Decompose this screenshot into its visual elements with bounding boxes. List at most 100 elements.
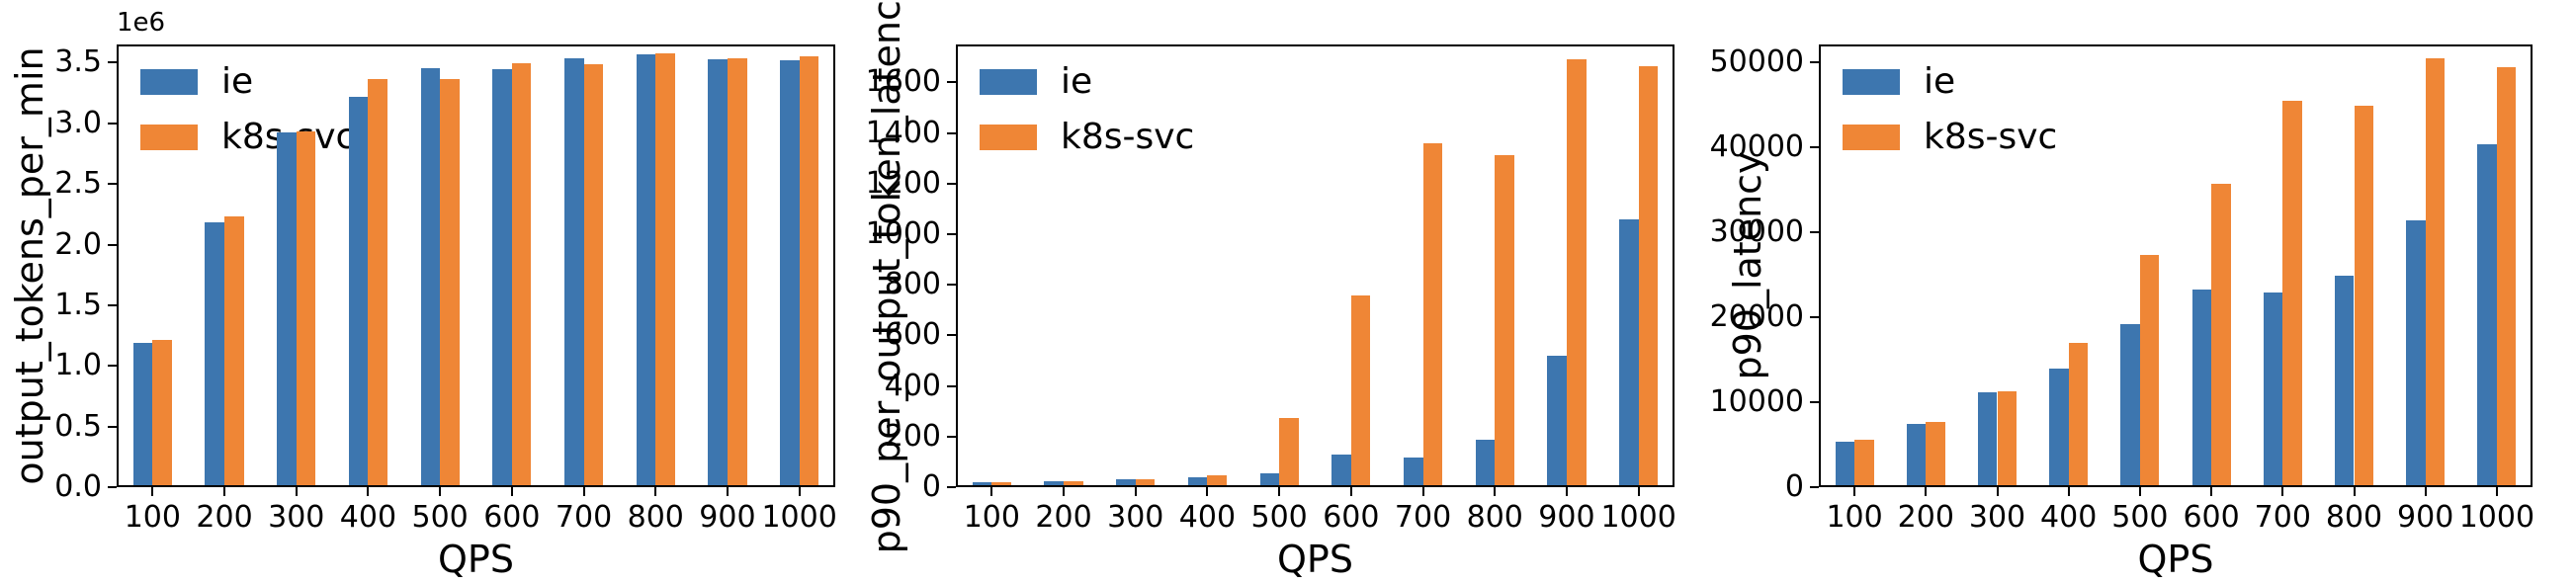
y-tick-mark: [947, 81, 956, 84]
bar-ie-400: [1187, 476, 1208, 485]
bar-k8s-svc-900: [1566, 58, 1587, 485]
x-tick-mark: [1206, 487, 1209, 496]
bar-ie-800: [1475, 439, 1496, 485]
x-tick-mark: [2067, 487, 2070, 496]
x-tick-mark: [654, 487, 657, 496]
y-tick-mark: [947, 182, 956, 185]
bar-ie-500: [2120, 323, 2140, 485]
y-tick-label: 800: [884, 267, 941, 302]
x-tick-label: 200: [1897, 500, 1954, 535]
x-tick-mark: [295, 487, 298, 496]
bar-k8s-svc-500: [2139, 254, 2160, 485]
bar-ie-100: [972, 482, 992, 485]
y-tick-label: 400: [884, 368, 941, 403]
y-tick-label: 3.5: [54, 44, 102, 80]
x-tick-label: 700: [2254, 500, 2311, 535]
x-axis-label: QPS: [438, 538, 514, 581]
bar-ie-500: [420, 67, 441, 485]
x-tick-mark: [223, 487, 226, 496]
bar-ie-800: [636, 54, 656, 485]
y-tick-label: 0.0: [54, 469, 102, 504]
x-tick-mark: [1494, 487, 1497, 496]
x-tick-mark: [2424, 487, 2427, 496]
y-tick-label: 0.5: [54, 408, 102, 444]
x-tick-label: 1000: [1600, 500, 1676, 535]
bar-ie-700: [1403, 457, 1423, 485]
bar-ie-600: [492, 69, 512, 485]
x-tick-label: 900: [699, 500, 756, 535]
bar-k8s-svc-1000: [1638, 66, 1659, 485]
x-tick-mark: [582, 487, 585, 496]
plot-area: [1819, 44, 2533, 487]
x-tick-label: 400: [339, 500, 397, 535]
bar-k8s-svc-900: [2425, 58, 2446, 485]
bar-k8s-svc-400: [368, 78, 388, 485]
legend-entry-k8s-svc: k8s-svc: [140, 118, 355, 157]
bar-ie-900: [2406, 219, 2426, 485]
y-tick-mark: [947, 486, 956, 488]
bar-k8s-svc-400: [2068, 343, 2089, 485]
x-tick-mark: [1421, 487, 1424, 496]
y-tick-mark: [108, 303, 117, 306]
x-tick-mark: [510, 487, 513, 496]
x-tick-label: 500: [2111, 500, 2169, 535]
x-tick-mark: [2210, 487, 2213, 496]
x-tick-mark: [1349, 487, 1352, 496]
legend-swatch-k8s-svc: [1843, 125, 1900, 150]
y-tick-label: 1.0: [54, 348, 102, 383]
y-tick-label: 10000: [1709, 384, 1804, 419]
bar-ie-900: [1547, 355, 1567, 485]
y-tick-label: 2.5: [54, 166, 102, 202]
x-tick-mark: [2138, 487, 2141, 496]
legend-swatch-k8s-svc: [140, 125, 198, 150]
x-tick-mark: [1637, 487, 1640, 496]
y-tick-mark: [947, 233, 956, 235]
y-tick-mark: [108, 243, 117, 246]
x-tick-label: 600: [483, 500, 541, 535]
bar-k8s-svc-500: [440, 78, 460, 485]
legend: ie k8s-svc: [1843, 62, 2057, 173]
bar-k8s-svc-200: [1926, 421, 1945, 485]
bar-ie-200: [205, 221, 225, 485]
legend-entry-k8s-svc: k8s-svc: [1843, 118, 2057, 157]
y-tick-mark: [1810, 316, 1819, 319]
x-tick-mark: [1925, 487, 1928, 496]
x-tick-label: 700: [1394, 500, 1452, 535]
x-tick-label: 300: [1107, 500, 1164, 535]
y-tick-mark: [108, 61, 117, 64]
y-tick-mark: [947, 334, 956, 337]
bar-ie-400: [2049, 369, 2069, 485]
x-tick-label: 700: [555, 500, 613, 535]
legend-label-k8s-svc: k8s-svc: [1924, 117, 2058, 157]
x-tick-mark: [726, 487, 729, 496]
x-tick-mark: [1134, 487, 1137, 496]
x-tick-mark: [1853, 487, 1856, 496]
y-tick-mark: [1810, 486, 1819, 488]
x-tick-mark: [367, 487, 370, 496]
bar-k8s-svc-100: [991, 482, 1011, 485]
bar-k8s-svc-300: [1997, 390, 2017, 485]
legend-label-ie: ie: [1061, 61, 1093, 102]
legend-label-ie: ie: [221, 61, 254, 102]
chart-p90-per-output-token-latency: p90_per_output_token_latency QPS ie k8s-…: [860, 0, 1720, 585]
y-tick-label: 20000: [1709, 299, 1804, 335]
x-tick-label: 300: [268, 500, 325, 535]
bar-k8s-svc-1000: [2496, 66, 2517, 485]
y-tick-mark: [108, 122, 117, 125]
y-tick-label: 1.5: [54, 287, 102, 322]
y-tick-label: 50000: [1709, 44, 1804, 80]
axis-offset-text: 1e6: [117, 8, 166, 38]
legend-label-ie: ie: [1924, 61, 1956, 102]
bar-k8s-svc-600: [1350, 295, 1371, 485]
x-tick-label: 800: [1466, 500, 1523, 535]
x-tick-label: 800: [627, 500, 684, 535]
bar-ie-1000: [780, 60, 800, 485]
y-tick-mark: [947, 435, 956, 438]
legend-swatch-ie: [1843, 69, 1900, 95]
legend-swatch-k8s-svc: [980, 125, 1037, 150]
bar-ie-700: [563, 57, 584, 485]
y-tick-mark: [108, 425, 117, 428]
x-tick-mark: [2495, 487, 2498, 496]
x-tick-label: 300: [1968, 500, 2026, 535]
bar-k8s-svc-100: [152, 339, 172, 485]
